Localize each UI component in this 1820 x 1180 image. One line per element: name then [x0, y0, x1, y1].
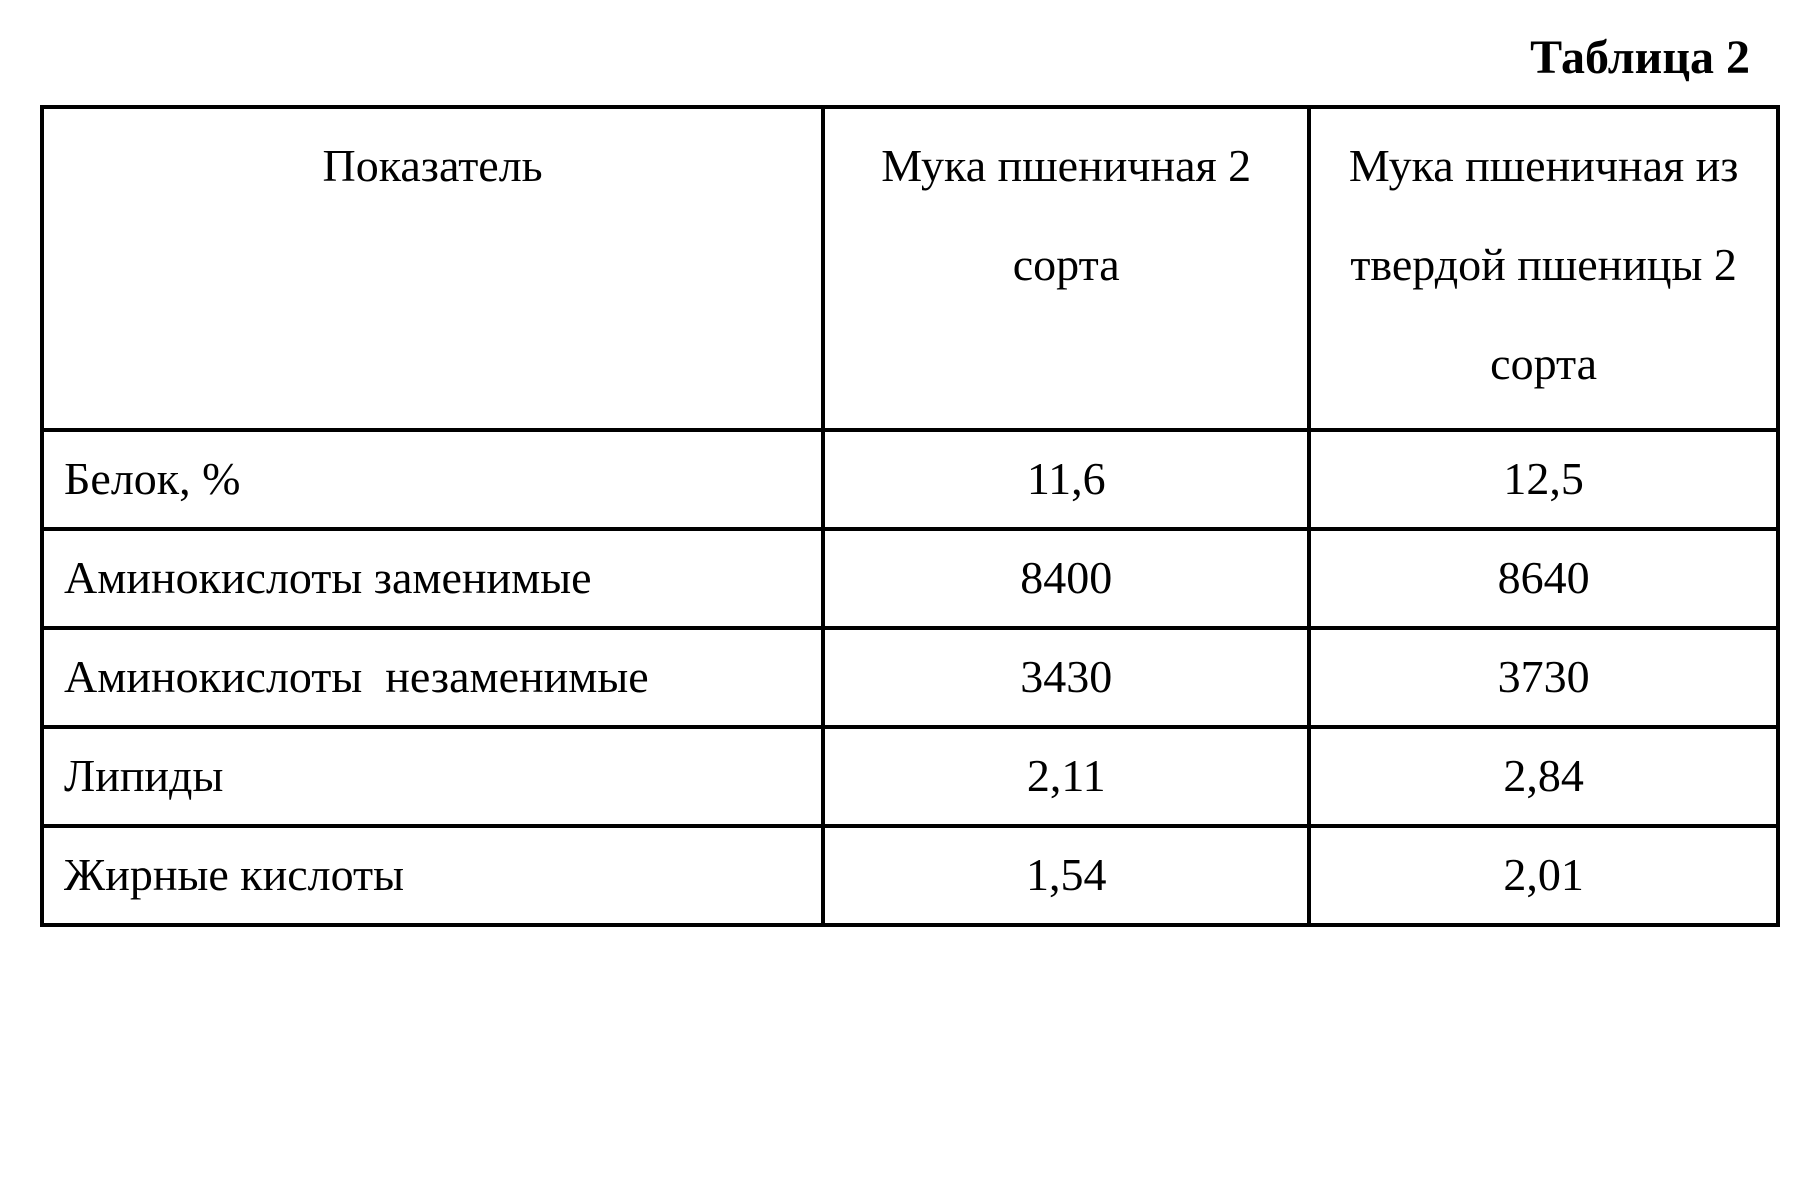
table-header-row: Показатель Мука пшеничная 2 сорта Мука п…: [42, 107, 1778, 430]
row-value: 11,6: [823, 430, 1309, 529]
table-caption: Таблица 2: [40, 30, 1780, 85]
data-table: Показатель Мука пшеничная 2 сорта Мука п…: [40, 105, 1780, 927]
row-label: Аминокислоты заменимые: [42, 529, 823, 628]
table-row: Липиды 2,11 2,84: [42, 727, 1778, 826]
column-header-flour1: Мука пшеничная 2 сорта: [823, 107, 1309, 430]
row-value: 3730: [1309, 628, 1778, 727]
table-row: Жирные кислоты 1,54 2,01: [42, 826, 1778, 925]
table-row: Аминокислоты заменимые 8400 8640: [42, 529, 1778, 628]
row-value: 8400: [823, 529, 1309, 628]
table-row: Белок, % 11,6 12,5: [42, 430, 1778, 529]
column-header-indicator: Показатель: [42, 107, 823, 430]
row-label: Жирные кислоты: [42, 826, 823, 925]
row-label: Аминокислоты незаменимые: [42, 628, 823, 727]
row-label: Белок, %: [42, 430, 823, 529]
row-value: 2,11: [823, 727, 1309, 826]
table-row: Аминокислоты незаменимые 3430 3730: [42, 628, 1778, 727]
column-header-flour2: Мука пшеничная из твердой пшеницы 2 сорт…: [1309, 107, 1778, 430]
row-value: 2,84: [1309, 727, 1778, 826]
row-value: 2,01: [1309, 826, 1778, 925]
row-value: 8640: [1309, 529, 1778, 628]
row-value: 3430: [823, 628, 1309, 727]
row-value: 1,54: [823, 826, 1309, 925]
row-value: 12,5: [1309, 430, 1778, 529]
row-label: Липиды: [42, 727, 823, 826]
